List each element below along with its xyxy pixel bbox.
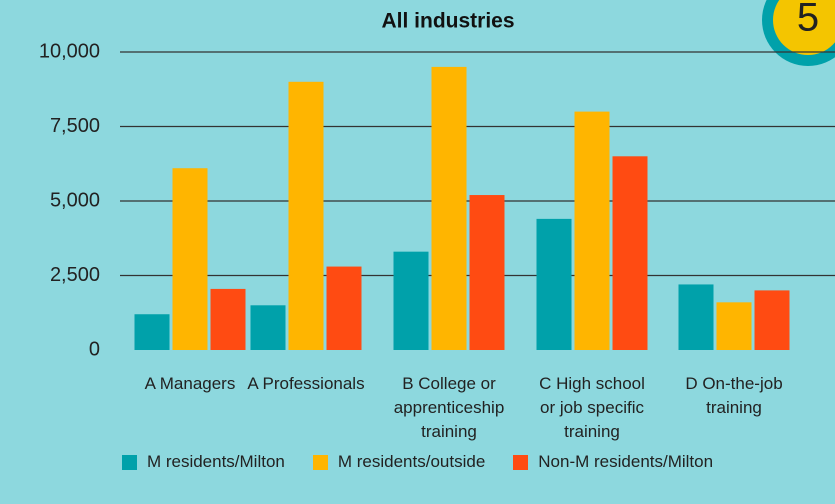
x-tick-label: C High school or job specific training — [539, 374, 645, 441]
x-tick-label: D On-the-job training — [685, 374, 783, 417]
y-tick-label: 2,500 — [50, 264, 100, 286]
y-tick-label: 10,000 — [39, 40, 100, 62]
chart-title: All industries — [381, 10, 514, 33]
legend-label: Non-M residents/Milton — [538, 452, 714, 471]
bar — [393, 251, 429, 350]
x-tick-label: A Professionals — [247, 374, 365, 393]
bar — [678, 284, 714, 350]
badge-center — [773, 0, 835, 55]
bar — [612, 156, 648, 350]
bar — [134, 314, 170, 350]
bar — [210, 288, 246, 350]
legend-swatch — [121, 454, 137, 470]
legend-swatch — [312, 454, 328, 470]
legend: M residents/Milton M residents/outside Non… — [0, 452, 835, 472]
x-tick-label: A Managers — [144, 374, 236, 393]
bar — [326, 266, 362, 350]
legend-label: M residents/Milton — [146, 452, 285, 471]
legend-label: M residents/outside — [337, 452, 486, 471]
bar — [469, 195, 505, 350]
bar — [536, 218, 572, 350]
legend-item: M residents/outside — [312, 452, 486, 472]
legend-item: Non-M residents/Milton — [513, 452, 713, 472]
bar — [574, 111, 610, 350]
y-tick-label: 5,000 — [50, 189, 100, 211]
y-tick-label: 0 — [89, 338, 100, 360]
bar — [431, 66, 467, 351]
bar — [172, 168, 208, 350]
x-tick-label: B College or apprenticeship training — [393, 374, 505, 441]
bar — [754, 290, 790, 350]
bar — [288, 81, 324, 351]
bar — [716, 302, 752, 350]
bar — [250, 305, 286, 350]
y-tick-label: 7,500 — [50, 115, 100, 137]
badge-number: 5 — [797, 0, 819, 40]
legend-item: M residents/Milton — [121, 452, 285, 472]
legend-swatch — [513, 454, 529, 470]
